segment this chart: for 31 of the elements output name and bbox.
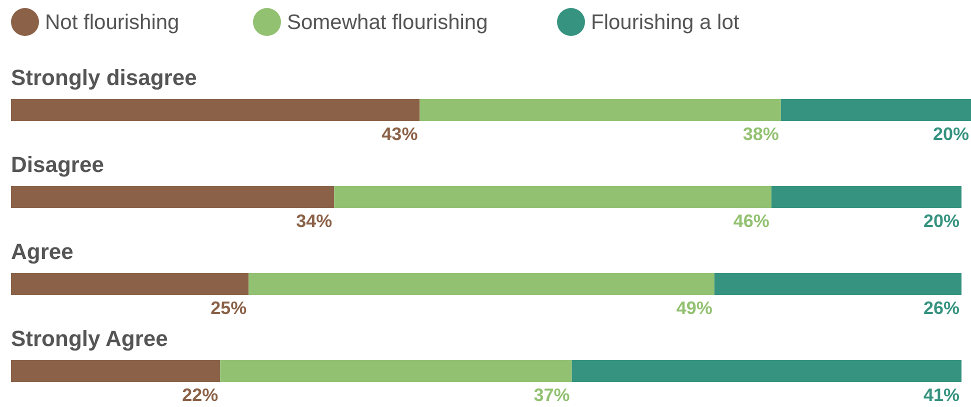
- y-tick-label: Strongly disagree: [11, 65, 197, 90]
- y-tick-label: Disagree: [11, 152, 104, 177]
- data-label: 41%: [923, 385, 960, 405]
- data-label: 25%: [210, 298, 247, 318]
- data-label: 37%: [534, 385, 570, 405]
- data-label: 46%: [733, 211, 770, 231]
- data-label: 20%: [932, 124, 969, 144]
- data-label: 22%: [182, 385, 218, 405]
- bar: [334, 186, 772, 208]
- legend-label: Not flourishing: [45, 11, 180, 34]
- legend-label: Flourishing a lot: [591, 11, 740, 34]
- data-label: 38%: [742, 124, 779, 144]
- bar: [771, 186, 962, 208]
- legend-label: Somewhat flourishing: [287, 11, 488, 34]
- bar: [572, 360, 962, 382]
- bar: [220, 360, 572, 382]
- data-label: 26%: [923, 298, 960, 318]
- data-label: 20%: [923, 211, 960, 231]
- bar: [11, 360, 220, 382]
- y-tick-label: Agree: [11, 239, 74, 264]
- data-label: 43%: [382, 124, 418, 144]
- data-label: 34%: [296, 211, 332, 231]
- bar: [11, 273, 249, 295]
- y-tick-label: Strongly Agree: [11, 326, 168, 351]
- bar: [11, 99, 420, 121]
- data-label: 49%: [676, 298, 712, 318]
- bar: [11, 186, 334, 208]
- bar: [714, 273, 962, 295]
- bar: [248, 273, 714, 295]
- bar: [780, 99, 971, 121]
- bar: [420, 99, 781, 121]
